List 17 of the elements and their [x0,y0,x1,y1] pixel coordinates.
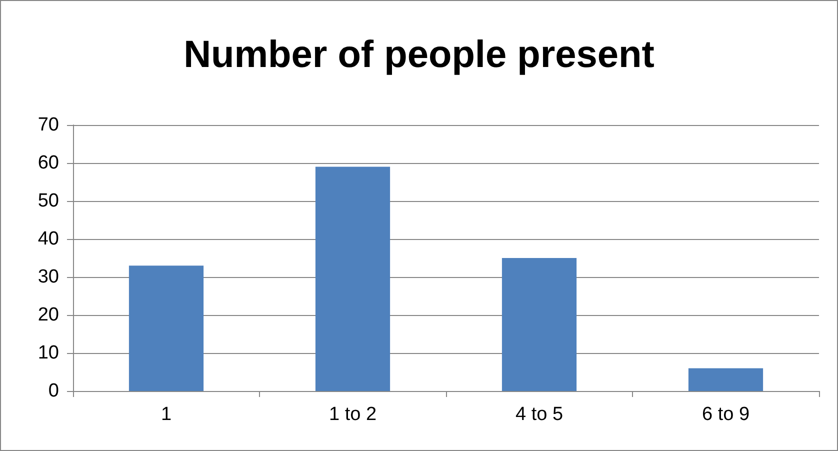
y-tick-label: 40 [38,228,59,250]
y-tick-label: 10 [38,342,59,364]
bar [128,266,204,391]
chart-title: Number of people present [184,34,655,76]
y-tick-label: 50 [38,190,59,212]
bar [688,368,764,391]
y-tick-label: 0 [48,380,59,402]
y-tick-label: 60 [38,152,59,174]
x-tick-label: 4 to 5 [515,404,564,425]
x-tick-label: 6 to 9 [702,404,750,425]
y-tick-label: 20 [38,304,59,326]
bar [315,166,390,391]
y-tick-label: 30 [38,266,59,288]
bar [502,258,577,391]
x-tick-label: 1 [160,404,172,425]
y-tick-label: 70 [38,114,59,136]
x-tick-label: 1 to 2 [328,404,377,425]
